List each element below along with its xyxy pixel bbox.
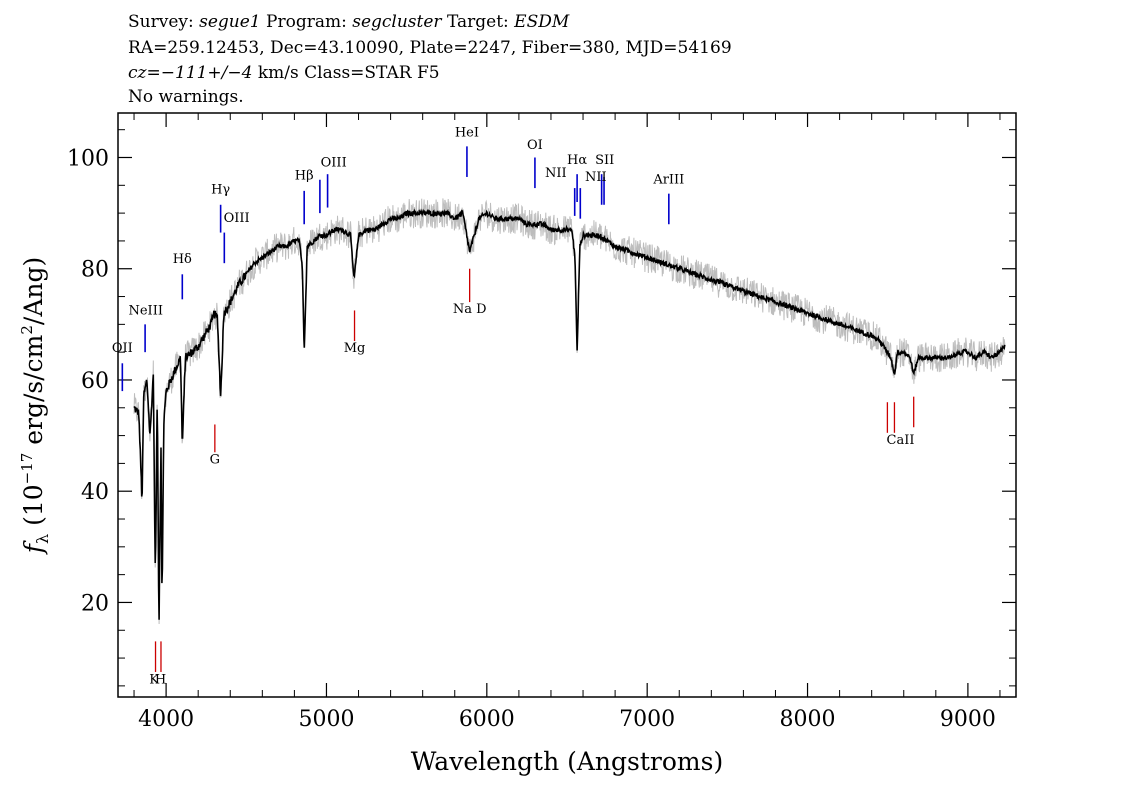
- target-value: ESDM: [514, 12, 570, 32]
- redshift-value: cz=−111+/−4: [128, 63, 253, 83]
- plot-frame: [117, 112, 1017, 698]
- emission-line-label: Hδ: [173, 252, 192, 267]
- y-axis-title-sub: λ: [33, 534, 52, 544]
- y-tick-label: 40: [81, 480, 109, 505]
- absorption-line-label: CaII: [887, 433, 915, 448]
- y-axis-title-end: /Ang): [19, 257, 48, 325]
- y-tick-label: 100: [67, 146, 109, 171]
- emission-line-label: NeIII: [128, 303, 162, 318]
- header-line-2: RA=259.12453, Dec=43.10090, Plate=2247, …: [128, 38, 732, 58]
- absorption-line-label: K: [149, 673, 159, 688]
- axis-ticks: 4000 5000 6000 7000 8000 9000 20 40 60 80 100: [67, 113, 1016, 732]
- program-value: segcluster: [352, 12, 442, 32]
- emission-line-label: NII: [585, 170, 607, 185]
- program-label: Program:: [266, 12, 347, 32]
- x-tick-label: 6000: [459, 707, 515, 732]
- survey-value: segue1: [199, 12, 261, 32]
- emission-line-label: Hα: [567, 153, 587, 168]
- flux-series: [133, 208, 1006, 620]
- flux-noise-line: [133, 198, 1006, 625]
- emission-line-label: OII: [112, 341, 133, 356]
- spectral-line-markers: [121, 146, 915, 672]
- emission-line-label: ArIII: [652, 173, 684, 188]
- absorption-line-label: Mg: [344, 341, 366, 356]
- header-line-1: Survey: segue1 Program: segcluster Targe…: [128, 12, 569, 32]
- absorption-line-label: Na D: [453, 302, 487, 317]
- emission-line-label: Hβ: [295, 169, 314, 184]
- x-tick-label: 7000: [619, 707, 675, 732]
- header-line-3: cz=−111+/−4 km/s Class=STAR F5: [128, 63, 440, 83]
- y-axis-title-mid: erg/s/cm: [19, 334, 48, 452]
- survey-label: Survey:: [128, 12, 194, 32]
- flux-line: [133, 208, 1006, 620]
- emission-line-label: HeI: [455, 125, 479, 140]
- y-axis-title-main: (10: [19, 484, 48, 534]
- target-label: Target:: [446, 12, 509, 32]
- emission-line-label: OIII: [224, 211, 250, 226]
- x-tick-label: 9000: [940, 707, 996, 732]
- flux-noise-band: [133, 198, 1006, 625]
- emission-line-label: OIII: [321, 155, 347, 170]
- y-axis-title-f: f: [19, 540, 48, 555]
- y-tick-label: 80: [81, 258, 109, 283]
- emission-line-label: OI: [527, 138, 543, 153]
- emission-line-label: Hγ: [211, 183, 230, 198]
- absorption-line-label: H: [155, 673, 166, 688]
- y-axis-title: fλ (10−17 erg/s/cm2/Ang): [18, 257, 52, 556]
- x-tick-label: 4000: [138, 707, 194, 732]
- x-tick-label: 5000: [298, 707, 354, 732]
- header-line-4: No warnings.: [128, 87, 244, 107]
- class-text: km/s Class=STAR F5: [252, 63, 440, 83]
- x-axis-title: Wavelength (Angstroms): [411, 747, 723, 776]
- y-axis-title-sq: 2: [18, 325, 36, 335]
- y-tick-label: 20: [81, 591, 109, 616]
- y-tick-label: 60: [81, 369, 109, 394]
- plot-border: [117, 112, 1017, 698]
- emission-line-label: NII: [545, 166, 567, 181]
- absorption-line-label: G: [210, 452, 220, 467]
- x-tick-label: 8000: [780, 707, 836, 732]
- y-axis-title-exp: −17: [18, 453, 36, 485]
- emission-line-label: SII: [595, 153, 614, 168]
